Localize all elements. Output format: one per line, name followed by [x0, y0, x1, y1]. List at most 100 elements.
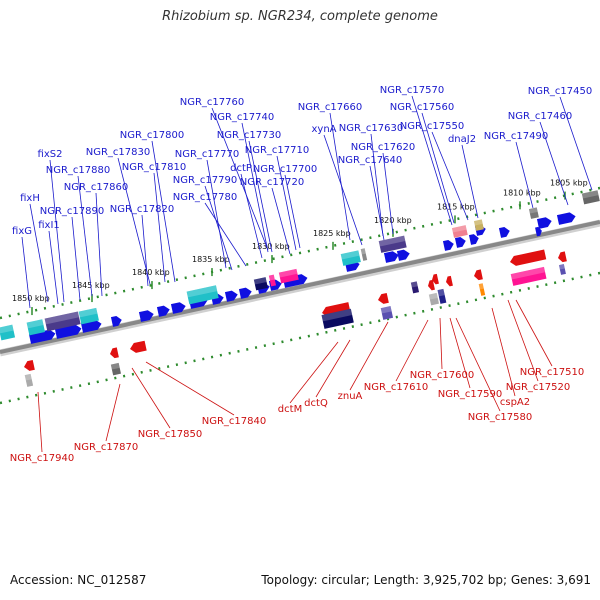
dotted-track-2: [0, 271, 600, 405]
gene-label-reverse: NGR_c17600: [410, 370, 475, 381]
rev-block-magenta: [510, 266, 547, 286]
leader-line: [240, 173, 263, 259]
gene-label-forward: NGR_c17800: [120, 130, 185, 141]
fwd-block-cyan5: [0, 324, 16, 341]
leader-line: [369, 165, 385, 241]
leader-line: [204, 185, 233, 271]
gene-label-reverse: NGR_c17520: [506, 382, 571, 393]
gene-label-forward: NGR_c17740: [210, 112, 275, 123]
gene-label-forward: NGR_c17710: [245, 145, 310, 156]
leader-line: [49, 159, 65, 303]
gene-label-forward: NGR_c17860: [64, 182, 129, 193]
forward-gene-3: [498, 226, 510, 238]
gene-label-forward: fixG: [12, 226, 32, 237]
rev-block-navy3: [321, 308, 354, 329]
gene-label-forward: NGR_c17660: [298, 102, 363, 113]
gene-label-forward: NGR_c17630: [339, 123, 404, 134]
gene-label-forward: NGR_c17490: [484, 131, 549, 142]
gene-label-reverse: NGR_c17940: [10, 453, 75, 464]
tick-label: 1835 kbp: [192, 255, 230, 264]
forward-gene-19: [138, 310, 154, 322]
fwd-block-navy: [253, 277, 268, 291]
gene-label-reverse: NGR_c17610: [364, 382, 429, 393]
leader-line: [77, 175, 93, 297]
leader-line: [329, 112, 351, 241]
leader-line: [515, 299, 553, 367]
leader-line: [421, 112, 455, 224]
fwd-block-grey: [581, 190, 600, 205]
forward-gene-5: [454, 236, 466, 248]
leader-line: [449, 317, 471, 389]
topology-summary: Topology: circular; Length: 3,925,702 bp…: [261, 573, 591, 587]
gene-label-forward: NGR_c17830: [86, 147, 151, 158]
tick-label: 1815 kbp: [437, 202, 475, 211]
backbone: [0, 219, 600, 357]
fwd-block-magenta: [278, 268, 299, 284]
leader-line: [276, 155, 297, 251]
leader-line: [48, 230, 59, 305]
fwd-block-cyan4: [26, 319, 46, 336]
leader-line: [515, 141, 534, 209]
gene-label-reverse: NGR_c17590: [438, 389, 503, 400]
leader-line: [323, 134, 363, 246]
tick-label: 1810 kbp: [503, 188, 541, 197]
leader-line: [271, 187, 291, 255]
tick-label: 1825 kbp: [313, 229, 351, 238]
forward-gene-14: [224, 290, 238, 302]
forward-gene-13: [238, 287, 252, 299]
gene-label-forward: fixH: [20, 193, 40, 204]
leader-line: [145, 361, 235, 416]
gene-label-forward: NGR_c17560: [390, 102, 455, 113]
leader-line: [141, 214, 149, 287]
gene-label-reverse: NGR_c17580: [468, 412, 533, 423]
fwd-block-pink: [451, 225, 468, 238]
gene-label-forward: NGR_c17620: [351, 142, 416, 153]
map-title: Rhizobium sp. NGR234, complete genome: [162, 9, 438, 24]
leader-line: [382, 152, 394, 235]
gene-label-forward: dnaJ2: [448, 134, 476, 145]
fwd-block-magenta2: [268, 274, 277, 287]
gene-label-reverse: NGR_c17840: [202, 416, 267, 427]
reverse-gene-10: [110, 347, 119, 359]
gene-label-forward: NGR_c17790: [173, 175, 238, 186]
leader-line: [105, 383, 121, 442]
gene-label-forward: NGR_c17780: [173, 192, 238, 203]
leader-line: [461, 144, 479, 219]
leader-line: [151, 140, 176, 283]
gene-label-forward: NGR_c17730: [217, 130, 282, 141]
gene-label-forward: fixS2: [38, 149, 63, 160]
gene-label-forward: NGR_c17550: [400, 121, 465, 132]
rev-block-navy: [437, 288, 447, 304]
forward-gene-2: [536, 217, 552, 229]
fwd-block-indigo2: [44, 311, 81, 332]
tick-label: 1820 kbp: [374, 216, 412, 225]
leader-line: [241, 122, 269, 253]
leader-line: [370, 133, 384, 237]
gene-label-forward: NGR_c17640: [338, 155, 403, 166]
gene-label-forward: fixI1: [38, 220, 60, 231]
rev-block-indigo2: [380, 306, 394, 320]
leader-line: [206, 159, 227, 269]
rev-block-orange: [478, 283, 486, 296]
rev-block-navy2: [410, 281, 420, 294]
gene-label-forward: NGR_c17720: [240, 177, 305, 188]
gene-label-forward: NGR_c17700: [253, 164, 318, 175]
reverse-gene-11: [24, 359, 35, 371]
leader-line: [395, 319, 429, 382]
fwd-block-cyan: [340, 250, 361, 266]
leader-line: [289, 341, 339, 404]
gene-label-forward: NGR_c17770: [175, 149, 240, 160]
fwd-block-grey2: [528, 207, 539, 219]
leader-line: [95, 192, 103, 297]
gene-label-forward: NGR_c17450: [528, 86, 593, 97]
leader-line: [71, 216, 81, 301]
forward-gene-6: [442, 239, 454, 251]
reverse-gene-5: [428, 279, 435, 291]
gene-label-reverse: NGR_c17870: [74, 442, 139, 453]
forward-gene-7: [383, 251, 399, 263]
gene-features: [0, 190, 600, 387]
leader-line: [211, 107, 269, 251]
leader-line: [491, 307, 516, 397]
tick-label: 1850 kbp: [12, 294, 50, 303]
